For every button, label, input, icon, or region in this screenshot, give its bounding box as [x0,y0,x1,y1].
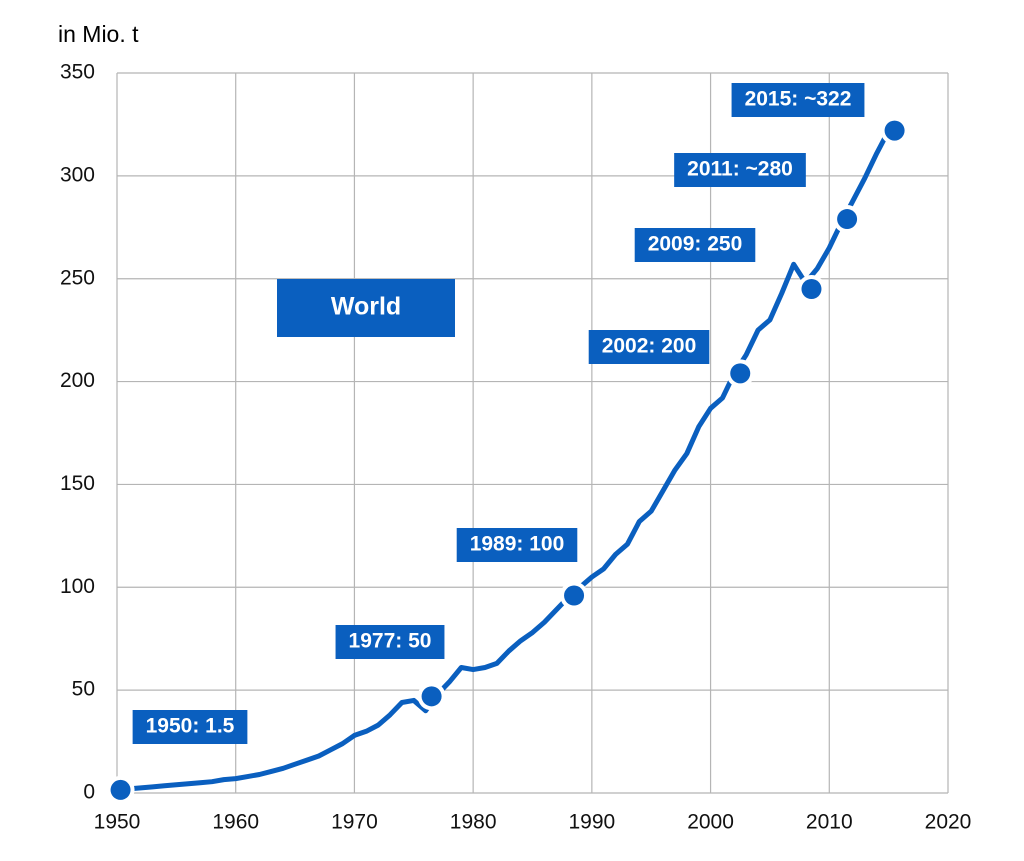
annotation-label: 2015: ~322 [745,88,852,111]
marker [421,686,442,707]
annotation-label: 2009: 250 [648,233,743,256]
x-tick-label: 2020 [925,811,972,834]
annotation: 1950: 1.5 [132,710,248,744]
annotation-label: 1950: 1.5 [146,715,235,738]
y-tick-label: 0 [83,781,95,804]
x-tick-label: 1990 [568,811,615,834]
annotation-box [456,528,578,562]
note-box [277,279,455,337]
note: World [277,279,455,337]
marker [837,209,858,230]
data-line [116,129,891,793]
grid [116,72,949,794]
y-axis-label: in Mio. t [58,21,139,47]
x-tick-label: 2010 [806,811,853,834]
x-tick-label: 1960 [212,811,259,834]
annotation: 1989: 100 [456,528,578,562]
x-tick-label: 1980 [450,811,497,834]
annotation-box [674,153,806,187]
y-tick-label: 350 [60,61,95,84]
annotation: 2009: 250 [634,228,756,262]
note-label: World [331,293,401,321]
marker [110,779,131,800]
annotation: 2002: 200 [588,330,710,364]
x-tick-label: 1970 [331,811,378,834]
y-tick-label: 100 [60,575,95,598]
annotation-label: 2002: 200 [602,335,697,358]
annotation-label: 2011: ~280 [687,158,793,181]
annotation-box [731,83,865,117]
y-tick-label: 200 [60,369,95,392]
annotation-box [132,710,248,744]
annotation-label: 1977: 50 [349,630,432,653]
y-tick-label: 250 [60,266,95,289]
x-tick-label: 2000 [687,811,734,834]
marker [801,279,822,299]
annotation-box [588,330,710,364]
y-tick-label: 300 [60,163,95,186]
annotation: 1977: 50 [335,625,445,659]
marker [884,120,905,141]
annotation-box [335,625,445,659]
annotation: 2015: ~322 [731,83,865,117]
annotation-box [634,228,756,262]
y-tick-label: 50 [72,678,95,701]
marker [730,363,751,384]
y-tick-label: 150 [60,472,95,495]
marker [564,585,585,606]
annotation-label: 1989: 100 [470,533,565,556]
x-tick-label: 1950 [94,811,141,834]
annotation: 2011: ~280 [674,153,806,187]
